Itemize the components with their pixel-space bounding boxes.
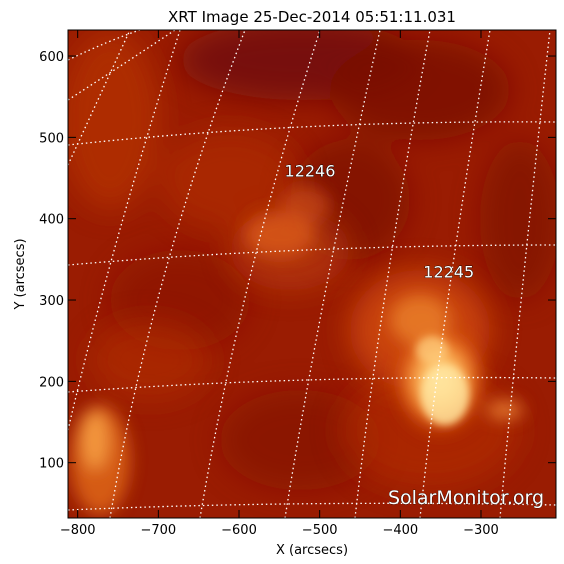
grid-line: [68, 30, 181, 431]
y-axis: 100 200 300 400 500 600: [39, 50, 556, 472]
x-tick-label: −700: [140, 523, 176, 538]
grid-line: [284, 30, 381, 518]
region-label: 12246: [285, 161, 336, 180]
grid-line: [68, 121, 556, 146]
y-tick-label: 600: [39, 50, 64, 65]
x-tick-label: −500: [302, 523, 338, 538]
x-axis: −800 −700 −600 −500 −400 −300: [60, 30, 499, 538]
plot-frame: [67, 29, 557, 519]
figure-title: XRT Image 25-Dec-2014 05:51:11.031: [168, 8, 456, 26]
x-axis-label: X (arcsecs): [276, 543, 348, 558]
grid-line: [354, 30, 431, 518]
heliographic-grid: [68, 30, 556, 518]
x-tick-label: −300: [463, 523, 499, 538]
y-tick-label: 500: [39, 131, 64, 146]
x-tick-label: −400: [382, 523, 418, 538]
x-tick-label: −800: [60, 523, 96, 538]
y-tick-label: 200: [39, 375, 64, 390]
y-tick-label: 300: [39, 294, 64, 309]
solar-image: [68, 30, 556, 518]
grid-line: [68, 376, 556, 393]
region-labels: 12246 12245: [284, 161, 474, 282]
grid-line: [68, 30, 176, 101]
watermark: SolarMonitor.org: [388, 487, 544, 509]
y-axis-label: Y (arcsecs): [13, 238, 28, 310]
region-label: 12245: [423, 262, 474, 281]
y-tick-label: 100: [39, 457, 64, 472]
y-tick-label: 400: [39, 213, 64, 228]
x-tick-label: −600: [221, 523, 257, 538]
grid-line: [68, 244, 556, 266]
grid-line: [419, 30, 491, 518]
